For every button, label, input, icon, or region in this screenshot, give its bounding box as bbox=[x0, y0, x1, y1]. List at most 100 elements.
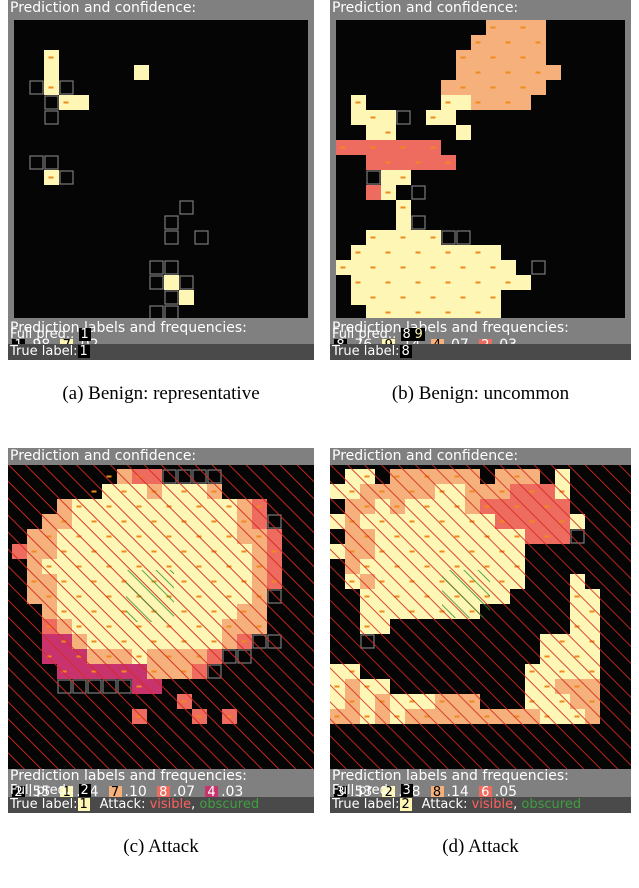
true-label-text: True label: bbox=[332, 344, 400, 359]
confidence-mark bbox=[370, 266, 376, 269]
caption-c: (c) Attack bbox=[123, 836, 199, 857]
confidence-mark bbox=[370, 116, 376, 119]
attack-separator: , bbox=[513, 797, 522, 812]
confidence-mark bbox=[385, 251, 391, 254]
grid-cell bbox=[396, 155, 411, 170]
legend-title: Prediction labels and frequencies: bbox=[10, 320, 247, 336]
confidence-mark bbox=[370, 146, 376, 149]
full-pred-badge: 3 bbox=[400, 783, 413, 798]
grid-cell bbox=[351, 290, 366, 305]
true-label-text: True label: bbox=[10, 797, 78, 812]
confidence-mark bbox=[475, 281, 481, 284]
grid-cell bbox=[501, 50, 516, 65]
grid-cell bbox=[426, 305, 441, 318]
full-pred-badge: 2 bbox=[78, 783, 91, 798]
outline-cell bbox=[164, 215, 179, 230]
confidence-mark bbox=[520, 26, 526, 29]
attack-status: Attack: visible, obscured bbox=[422, 797, 582, 812]
outline-cell bbox=[441, 230, 456, 245]
grid-cell bbox=[486, 275, 501, 290]
outline-cell bbox=[149, 275, 164, 290]
grid-cell bbox=[366, 185, 381, 200]
outline-cell bbox=[149, 260, 164, 275]
label-frequencies: 3.532.288.146.05 bbox=[334, 784, 527, 800]
attack-visible: visible bbox=[149, 797, 192, 812]
confidence-mark bbox=[535, 41, 541, 44]
grid-cell bbox=[501, 80, 516, 95]
label-swatch: 2 bbox=[382, 786, 396, 800]
grid-cell bbox=[531, 80, 546, 95]
true-label-badge: 1 bbox=[77, 344, 90, 359]
true-label-badge: 2 bbox=[399, 797, 412, 812]
grid-cell bbox=[471, 80, 486, 95]
confidence-mark bbox=[400, 206, 406, 209]
true-label-bar: True label: 1 bbox=[8, 344, 314, 360]
confidence-mark bbox=[445, 311, 451, 314]
grid-cell bbox=[411, 230, 426, 245]
grid-cell bbox=[546, 65, 561, 80]
grid-cell bbox=[471, 50, 486, 65]
grid-cell bbox=[411, 290, 426, 305]
outline-cell bbox=[29, 80, 44, 95]
grid-cell bbox=[516, 35, 531, 50]
confidence-mark bbox=[460, 86, 466, 89]
outline-cell bbox=[396, 110, 411, 125]
true-label-badge: 8 bbox=[399, 344, 412, 359]
confidence-mark bbox=[415, 311, 421, 314]
grid-cell bbox=[351, 260, 366, 275]
outline-cell bbox=[59, 80, 74, 95]
attack-prefix: Attack: bbox=[421, 797, 472, 812]
confidence-grid bbox=[14, 20, 308, 318]
obscured-region bbox=[442, 570, 490, 618]
caption-a: (a) Benign: representative bbox=[62, 383, 260, 404]
label-frequency: .07 bbox=[172, 784, 196, 800]
confidence-mark bbox=[430, 236, 436, 239]
grid-cell bbox=[366, 245, 381, 260]
confidence-mark bbox=[505, 281, 511, 284]
grid-cell bbox=[396, 305, 411, 318]
label-freq-item: 2.55 bbox=[12, 784, 50, 800]
confidence-mark bbox=[520, 86, 526, 89]
confidence-mark bbox=[430, 296, 436, 299]
grid-cell bbox=[531, 50, 546, 65]
label-swatch: 8 bbox=[430, 786, 444, 800]
grid-cell bbox=[486, 305, 501, 318]
confidence-mark bbox=[505, 101, 511, 104]
label-frequency: .10 bbox=[124, 784, 147, 800]
grid-svg bbox=[336, 20, 625, 318]
grid-cell bbox=[456, 305, 471, 318]
label-freq-item: 8.07 bbox=[156, 784, 196, 800]
panel-c: Prediction and confidence: Prediction la… bbox=[8, 448, 314, 813]
full-pred-badge: 8 bbox=[400, 327, 413, 342]
confidence-mark bbox=[400, 266, 406, 269]
label-swatch: 7 bbox=[108, 786, 122, 800]
outline-cell bbox=[411, 185, 426, 200]
confidence-mark bbox=[355, 251, 361, 254]
label-swatch: 2 bbox=[12, 786, 25, 800]
label-frequency: .55 bbox=[28, 784, 51, 800]
outline-cell bbox=[44, 95, 59, 110]
confidence-mark bbox=[385, 161, 391, 164]
grid-cell bbox=[456, 125, 471, 140]
confidence-mark bbox=[475, 101, 481, 104]
confidence-grid bbox=[8, 465, 314, 769]
grid-cell bbox=[516, 275, 531, 290]
label-freq-item: 3.53 bbox=[334, 784, 372, 800]
grid-cell bbox=[486, 95, 501, 110]
confidence-mark bbox=[430, 146, 436, 149]
attack-obscured: obscured bbox=[521, 797, 582, 812]
grid-cell bbox=[531, 20, 546, 35]
grid-cell bbox=[456, 245, 471, 260]
label-swatch: 3 bbox=[334, 786, 347, 800]
outline-cell bbox=[164, 290, 179, 305]
true-label-text: True label: bbox=[332, 797, 400, 812]
grid-cell bbox=[381, 170, 396, 185]
panel-a: Prediction and confidence: Prediction la… bbox=[8, 0, 314, 360]
grid-cell bbox=[456, 275, 471, 290]
grid-cell bbox=[441, 80, 456, 95]
grid-cell bbox=[44, 65, 59, 80]
confidence-mark bbox=[370, 236, 376, 239]
legend-title: Prediction labels and frequencies: bbox=[332, 320, 569, 336]
panel-header: Prediction and confidence: bbox=[10, 448, 197, 464]
full-pred-label: Full pred.: bbox=[10, 327, 79, 342]
